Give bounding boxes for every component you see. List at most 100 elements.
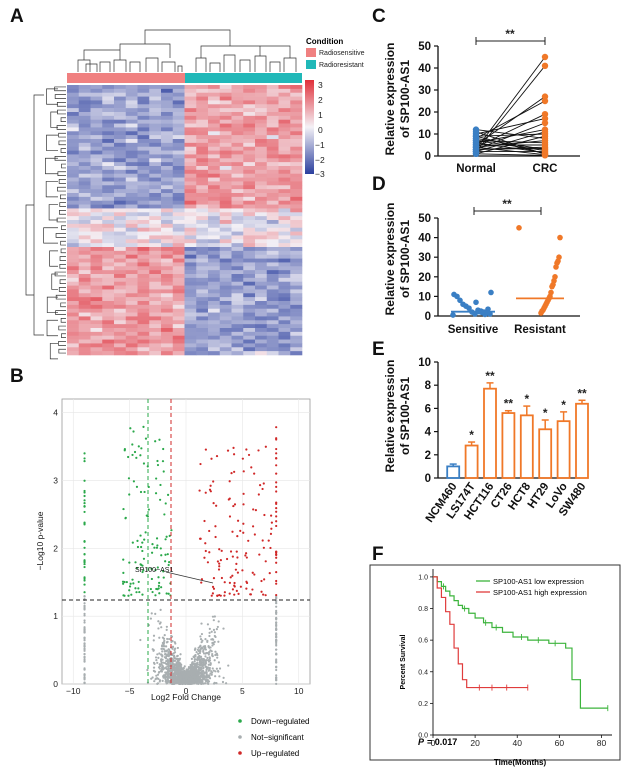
heat-cell	[67, 343, 80, 348]
heat-cell	[125, 254, 138, 259]
volcano-point	[155, 658, 158, 662]
colorbar-tick: −1	[315, 140, 325, 150]
volcano-point	[232, 453, 236, 456]
volcano-point	[161, 679, 164, 682]
volcano-point	[123, 594, 126, 597]
heat-cell	[255, 328, 268, 333]
heat-cell	[266, 258, 279, 263]
heat-cell	[278, 204, 291, 209]
volcano-point	[199, 650, 202, 653]
heat-cell	[114, 88, 127, 94]
volcano-point	[165, 655, 168, 658]
heat-cell	[102, 239, 115, 244]
y-tick-label: 50	[418, 41, 431, 53]
heat-cell	[161, 335, 174, 340]
volcano-point	[147, 508, 150, 511]
volcano-point	[262, 482, 265, 485]
volcano-point	[212, 619, 215, 622]
heat-cell	[137, 100, 150, 105]
volcano-point	[162, 470, 165, 473]
heat-cell	[114, 154, 127, 159]
volcano-point	[275, 653, 278, 656]
panel-label-e: E	[372, 339, 385, 360]
heat-cell	[125, 324, 138, 329]
heat-cell	[137, 312, 150, 317]
volcano-grid	[62, 399, 310, 685]
heat-cell	[219, 270, 232, 275]
heat-cell	[243, 312, 256, 317]
heat-cell	[114, 96, 127, 101]
heat-cell	[90, 204, 103, 209]
volcano-point	[245, 448, 248, 451]
heat-cell	[137, 104, 150, 109]
volcano-point	[128, 585, 132, 588]
volcano-point	[200, 680, 203, 683]
heat-cell	[102, 258, 115, 263]
volcano-point	[252, 508, 255, 511]
heat-cell	[172, 254, 185, 259]
volcano-point	[185, 679, 188, 682]
volcano-point	[204, 680, 208, 683]
heat-cell	[231, 193, 244, 198]
volcano-point	[160, 647, 163, 650]
heat-cell	[161, 250, 174, 256]
heat-cell	[125, 123, 138, 128]
heat-cell	[102, 312, 115, 317]
heat-cell	[278, 119, 291, 124]
volcano-point	[83, 452, 86, 455]
volcano-point	[143, 538, 146, 541]
heat-cell	[266, 335, 279, 340]
heat-cell	[102, 196, 115, 202]
heat-cell	[125, 85, 138, 90]
heat-cell	[290, 146, 303, 151]
volcano-point	[181, 673, 184, 676]
heat-cell	[78, 88, 91, 94]
volcano-point	[275, 553, 278, 557]
heat-cell	[78, 262, 91, 267]
volcano-point	[136, 545, 140, 549]
heat-cell	[266, 262, 279, 267]
heat-cell	[90, 316, 103, 321]
f-x-tick-label: 20	[470, 738, 480, 748]
volcano-point	[162, 674, 165, 677]
e-ylabel-2: of SP100-AS1	[398, 377, 412, 455]
volcano-point	[233, 470, 236, 473]
volcano-point	[212, 576, 216, 580]
heat-cell	[78, 254, 91, 259]
heat-cell	[78, 297, 91, 302]
volcano-point	[212, 502, 215, 505]
dendro-branch	[239, 59, 251, 72]
heat-cell	[125, 274, 138, 279]
heat-cell	[78, 200, 91, 205]
heat-cell	[231, 320, 244, 325]
volcano-point	[219, 559, 222, 562]
heat-cell	[231, 312, 244, 317]
heat-cell	[219, 262, 232, 267]
heat-cell	[114, 200, 127, 205]
c-significance: **	[505, 27, 515, 41]
sensitive-point	[485, 306, 491, 312]
heat-cell	[231, 142, 244, 148]
heat-cell	[161, 185, 174, 190]
heat-cell	[172, 150, 185, 155]
heat-cell	[219, 312, 232, 317]
heat-cell	[243, 250, 256, 256]
heat-cell	[90, 193, 103, 198]
f-x-tick-label: 40	[513, 738, 523, 748]
heat-cell	[90, 177, 103, 182]
volcano-point	[264, 560, 267, 563]
volcano-point	[200, 667, 203, 670]
heat-cell	[243, 223, 256, 229]
heat-cell	[278, 266, 291, 271]
heat-cell	[278, 96, 291, 101]
heat-cell	[243, 119, 256, 124]
heat-cell	[255, 127, 268, 132]
heat-cell	[161, 119, 174, 124]
heat-cell	[231, 119, 244, 124]
volcano-point	[140, 545, 143, 549]
heat-cell	[161, 227, 174, 232]
volcano-point	[135, 566, 139, 570]
volcano-point	[209, 646, 212, 649]
heat-cell	[184, 289, 197, 294]
heat-cell	[172, 274, 185, 279]
